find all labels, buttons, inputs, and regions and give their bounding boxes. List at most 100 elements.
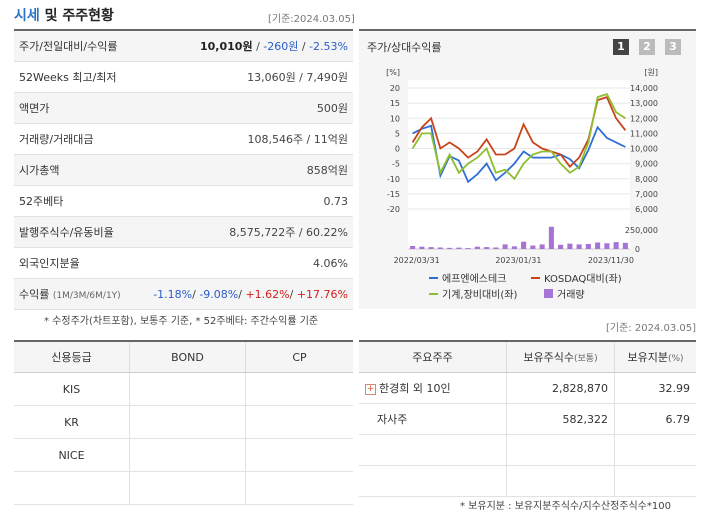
return-3m: -9.08% xyxy=(199,287,239,301)
left-tick-label: 10 xyxy=(390,114,400,123)
column-header: BOND xyxy=(129,341,246,373)
holder-name xyxy=(359,434,507,466)
holder-shares xyxy=(506,465,615,497)
volume-bar xyxy=(548,226,554,249)
holder-name-cell: + 한경희 외 10인 xyxy=(359,372,507,404)
volume-tick-label: 0 xyxy=(635,245,640,254)
bond-rating xyxy=(129,471,246,505)
legend-swatch xyxy=(544,289,553,298)
volume-bar xyxy=(521,241,527,249)
row-label: 발행주식수/유동비율 xyxy=(14,216,134,248)
series-line-2 xyxy=(411,93,626,181)
volume-bar xyxy=(539,244,545,249)
holder-name[interactable]: 한경희 외 10인 xyxy=(379,382,451,395)
row-value: -1.18%/ -9.08%/ +1.62%/ +17.76% xyxy=(133,278,353,310)
volume-bar xyxy=(511,246,517,249)
column-header-main: 보유지분 xyxy=(627,351,668,364)
row-label: 외국인지분율 xyxy=(14,247,134,279)
section-title: 시세 및 주주현황 xyxy=(14,5,114,25)
return-1y: +17.76% xyxy=(296,287,348,301)
column-header-main: 보유주식수 xyxy=(523,351,574,364)
left-tick-label: -5 xyxy=(392,160,400,169)
expand-plus-icon[interactable]: + xyxy=(365,383,376,395)
return-1m: -1.18% xyxy=(153,287,193,301)
left-tick-label: 0 xyxy=(395,145,400,154)
row-value: 4.06% xyxy=(133,247,353,279)
table-row: 수익률 (1M/3M/6M/1Y) -1.18%/ -9.08%/ +1.62%… xyxy=(14,278,353,310)
volume-bar xyxy=(613,242,619,249)
right-tick-label: 8,000 xyxy=(635,175,658,184)
table-row: 거래량/거래대금 108,546주 / 11억원 xyxy=(14,123,353,155)
price-change-rate: -2.53% xyxy=(309,40,348,53)
table-row: KR xyxy=(14,405,353,439)
reference-date: [기준:2024.03.05] xyxy=(268,14,355,25)
holder-shares: 582,322 xyxy=(506,403,615,435)
row-label: 수익률 (1M/3M/6M/1Y) xyxy=(14,278,134,310)
table-row xyxy=(359,465,696,497)
row-value: 8,575,722주 / 60.22% xyxy=(133,216,353,248)
chart-page-1-button[interactable]: 1 xyxy=(613,39,629,55)
holder-ratio: 6.79 xyxy=(614,403,696,435)
right-tick-label: 14,000 xyxy=(630,84,658,93)
holder-reference-date: [기준: 2024.03.05] xyxy=(606,323,697,334)
table-row: 외국인지분율 4.06% xyxy=(14,247,353,279)
row-value: 500원 xyxy=(133,92,353,124)
right-tick-label: 13,000 xyxy=(630,99,658,108)
table-row: 자사주 582,322 6.79 xyxy=(359,403,696,435)
bond-rating xyxy=(129,405,246,439)
volume-bar xyxy=(595,242,601,249)
column-header-sub: (%) xyxy=(667,354,684,364)
column-header: CP xyxy=(245,341,353,373)
volume-bar xyxy=(419,246,425,249)
volume-bar xyxy=(484,247,490,249)
cp-rating xyxy=(245,471,353,505)
row-value: 108,546주 / 11억원 xyxy=(133,123,353,155)
legend-label: 기계,장비대비(좌) xyxy=(442,289,517,301)
right-tick-label: 12,000 xyxy=(630,114,658,123)
volume-bar xyxy=(567,243,573,249)
volume-bar xyxy=(410,245,416,249)
table-row: KIS xyxy=(14,372,353,406)
row-value: 0.73 xyxy=(133,185,353,217)
table-header-row: 신용등급 BOND CP xyxy=(14,341,353,373)
volume-tick-label: 250,000 xyxy=(625,226,658,235)
section-title-rest: 및 주주현황 xyxy=(39,8,114,24)
row-value: 10,010원 / -260원 / -2.53% xyxy=(133,30,353,62)
row-label: 주가/전일대비/수익률 xyxy=(14,30,134,62)
left-axis-unit: [%] xyxy=(386,68,400,77)
holder-ratio: 32.99 xyxy=(614,372,696,404)
column-header: 주요주주 xyxy=(359,341,507,373)
volume-bar xyxy=(465,248,471,249)
left-tick-label: -10 xyxy=(387,175,400,184)
right-axis-unit: [원] xyxy=(644,68,658,77)
left-tick-label: 20 xyxy=(390,84,400,93)
returns-label-sub: (1M/3M/6M/1Y) xyxy=(52,291,121,301)
chart-page-2-button[interactable]: 2 xyxy=(639,39,655,55)
legend-label: 에프엔에스테크 xyxy=(442,273,506,285)
volume-bar xyxy=(576,244,582,249)
volume-bar xyxy=(493,247,499,249)
separator: / xyxy=(252,40,264,53)
volume-bar xyxy=(428,247,434,249)
rating-agency: NICE xyxy=(14,438,130,472)
left-tick-label: 15 xyxy=(390,99,400,108)
volume-bar xyxy=(456,247,462,249)
column-header-sub: (보통) xyxy=(574,354,598,364)
price-summary-table: 주가/전일대비/수익률 10,010원 / -260원 / -2.53% 52W… xyxy=(14,29,353,310)
row-value: 13,060원 / 7,490원 xyxy=(133,61,353,93)
x-tick-label: 2023/11/30 xyxy=(588,256,634,265)
right-tick-label: 11,000 xyxy=(630,129,658,138)
table-row: 액면가 500원 xyxy=(14,92,353,124)
x-tick-label: 2022/03/31 xyxy=(394,256,440,265)
table-row: 발행주식수/유동비율 8,575,722주 / 60.22% xyxy=(14,216,353,248)
chart-page-3-button[interactable]: 3 xyxy=(665,39,681,55)
right-tick-label: 6,000 xyxy=(635,205,658,214)
price-footnote: * 수정주가(차트포함), 보통주 기준, * 52주베타: 주간수익률 기준 xyxy=(44,316,319,327)
cp-rating xyxy=(245,372,353,406)
rating-agency: KIS xyxy=(14,372,130,406)
volume-bar xyxy=(437,247,443,249)
volume-bar xyxy=(604,243,610,249)
row-label: 52주베타 xyxy=(14,185,134,217)
right-tick-label: 7,000 xyxy=(635,190,658,199)
holder-ratio xyxy=(614,465,696,497)
